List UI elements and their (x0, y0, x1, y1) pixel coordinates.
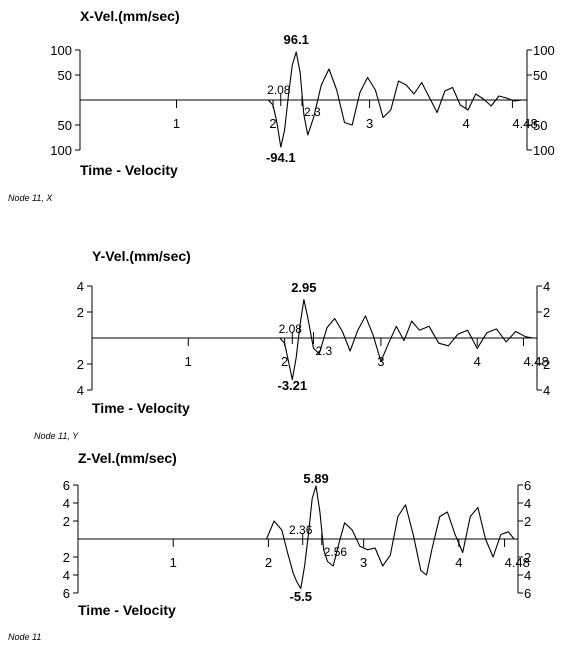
x-tick-label: 2 (281, 354, 288, 369)
y-tick-label-right: 6 (524, 586, 531, 601)
x-axis-label: Time - Velocity (80, 162, 178, 178)
y-tick-label-right: 4 (524, 496, 531, 511)
chart-title: X-Vel.(mm/sec) (80, 8, 180, 24)
y-tick-label-right: 2 (524, 550, 531, 565)
x-tick-label: 1 (173, 116, 180, 131)
peak-min-label: -94.1 (266, 150, 296, 165)
node-label: Node 11 (8, 632, 42, 642)
x-tick-label: 4.48 (512, 116, 537, 131)
time-marker-label: 2.3 (304, 105, 321, 119)
x-tick-label: 4 (462, 116, 469, 131)
x-tick-label: 3 (360, 555, 367, 570)
peak-max-label: 5.89 (303, 471, 328, 486)
y-tick-label-right: 100 (533, 143, 555, 158)
y-tick-label-left: 4 (63, 568, 70, 583)
y-tick-label-right: 4 (543, 279, 550, 294)
x-tick-label: 3 (366, 116, 373, 131)
y-tick-label-right: 2 (543, 305, 550, 320)
peak-max-label: 96.1 (284, 32, 309, 47)
y-tick-label-left: 6 (63, 586, 70, 601)
x-tick-label: 4 (474, 354, 481, 369)
x-tick-label: 1 (170, 555, 177, 570)
y-tick-label-left: 2 (77, 305, 84, 320)
chart-title: Z-Vel.(mm/sec) (78, 450, 177, 466)
time-marker-label: 2.08 (279, 322, 303, 336)
peak-max-label: 2.95 (291, 280, 316, 295)
y-tick-label-left: 100 (50, 43, 72, 58)
y-tick-label-left: 2 (63, 550, 70, 565)
node-label: Node 11, Y (34, 431, 79, 441)
y-tick-label-right: 4 (524, 568, 531, 583)
y-tick-label-left: 4 (77, 279, 84, 294)
x-tick-label: 2 (265, 555, 272, 570)
y-tick-label-right: 6 (524, 478, 531, 493)
y-tick-label-right: 50 (533, 118, 547, 133)
series-line (80, 51, 523, 148)
y-tick-label-left: 100 (50, 143, 72, 158)
y-tick-label-left: 4 (77, 383, 84, 398)
time-marker-label: 2.56 (324, 545, 348, 559)
chart-panel-x: X-Vel.(mm/sec) 100 100 50 50 50 50 100 100 1 2 3 4 4… (0, 0, 568, 203)
time-marker-label: 2.08 (267, 83, 291, 97)
y-tick-label-right: 2 (543, 357, 550, 372)
y-tick-label-left: 50 (58, 118, 72, 133)
y-tick-label-left: 4 (63, 496, 70, 511)
x-tick-label: 4.48 (523, 354, 548, 369)
time-marker-label: 2.36 (289, 523, 313, 537)
y-tick-label-left: 2 (77, 357, 84, 372)
chart-svg: 100 100 50 50 50 50 100 100 1 2 3 4 4.48 2.08 2.3 96.1 -… (50, 32, 555, 165)
x-tick-label: 1 (185, 354, 192, 369)
chart-title: Y-Vel.(mm/sec) (92, 248, 191, 264)
y-tick-label-right: 50 (533, 68, 547, 83)
series-line (92, 299, 534, 381)
time-marker-label: 2.3 (316, 344, 333, 358)
chart-panel-y: Y-Vel.(mm/sec) 4 4 2 2 2 2 4 4 1 2 3 4 4.48 2.08 2.3 2.… (0, 238, 568, 441)
x-tick-label: 4.48 (505, 555, 530, 570)
chart-svg: 4 42 22 24 41 2 3 4 4.482.082.32.95-3.21 (77, 279, 550, 398)
y-tick-label-right: 2 (524, 514, 531, 529)
y-tick-label-left: 2 (63, 514, 70, 529)
y-tick-label-right: 100 (533, 43, 555, 58)
peak-min-label: -5.5 (290, 589, 312, 604)
x-axis-label: Time - Velocity (78, 602, 176, 618)
chart-panel-z: Z-Vel.(mm/sec) 6 6 4 4 2 2 2 2 4 4 6 6 1 2 3 4 4.48 2.36 2… (0, 440, 568, 646)
y-tick-label-right: 4 (543, 383, 550, 398)
x-axis-label: Time - Velocity (92, 400, 190, 416)
peak-min-label: -3.21 (277, 378, 307, 393)
y-tick-label-left: 50 (58, 68, 72, 83)
x-tick-label: 2 (269, 116, 276, 131)
y-tick-label-left: 6 (63, 478, 70, 493)
series-line (78, 485, 515, 590)
node-label: Node 11, X (8, 193, 53, 203)
chart-svg: 6 64 42 22 24 46 61 2 3 4 4.482.362.565.89-5.5 (63, 471, 531, 604)
x-tick-label: 4 (455, 555, 462, 570)
